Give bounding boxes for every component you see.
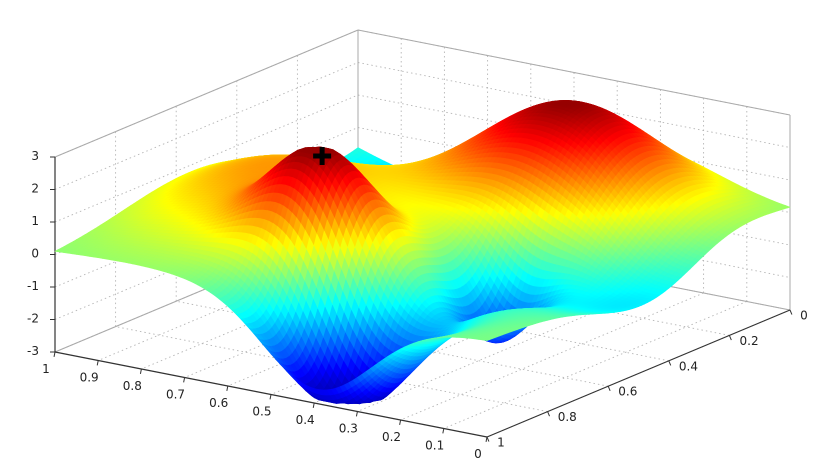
matlab-figure-window xyxy=(0,0,820,461)
surface-plot-canvas xyxy=(0,0,820,461)
